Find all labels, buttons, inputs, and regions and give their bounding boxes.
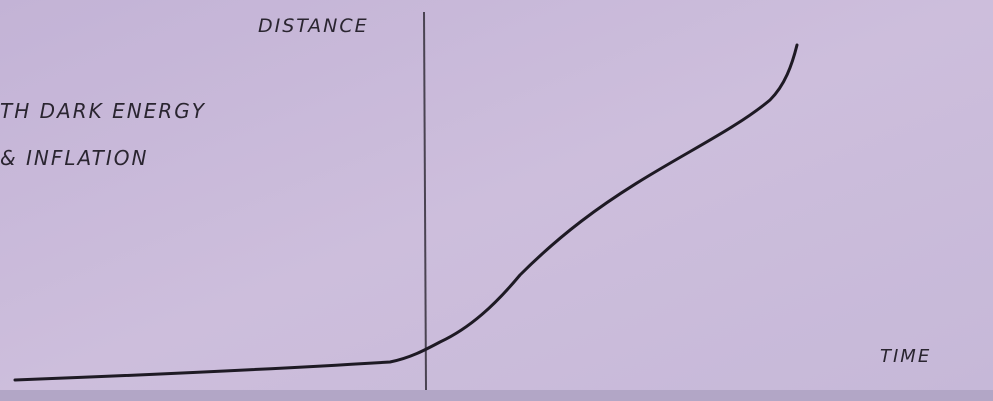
board-edge (0, 390, 993, 401)
background (0, 0, 993, 401)
x-axis-label: TIME (880, 346, 931, 367)
annotation-line: TH DARK ENERGY (0, 99, 206, 123)
page: DISTANCE TH DARK ENERGY & INFLATION TIME… (0, 0, 993, 401)
annotation-line: & INFLATION (0, 146, 149, 170)
y-axis-label: DISTANCE (258, 15, 369, 37)
whiteboard-photo: DISTANCE TH DARK ENERGY & INFLATION TIME (0, 0, 993, 401)
